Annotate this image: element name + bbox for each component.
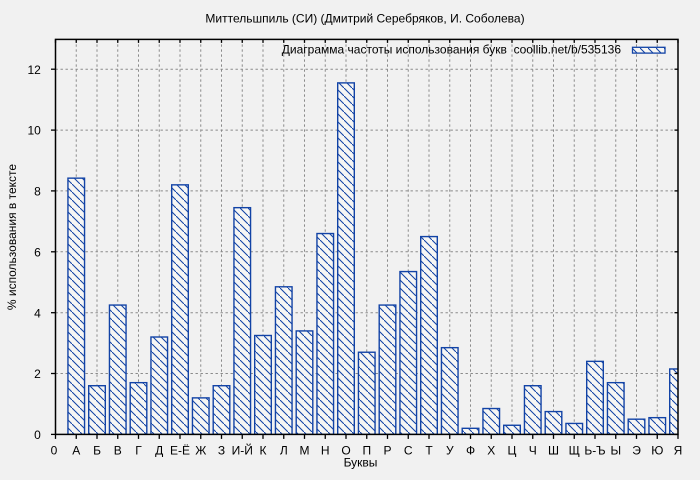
svg-text:Б: Б [93, 444, 101, 458]
svg-text:П: П [362, 444, 371, 458]
svg-text:Т: Т [425, 444, 433, 458]
svg-text:Ч: Ч [529, 444, 537, 458]
svg-text:И-Й: И-Й [232, 443, 253, 458]
svg-text:Ж: Ж [195, 444, 206, 458]
svg-text:Буквы: Буквы [344, 456, 378, 470]
svg-text:Х: Х [487, 444, 495, 458]
svg-text:Я: Я [674, 444, 683, 458]
svg-text:Ь-Ъ: Ь-Ъ [584, 444, 605, 458]
svg-text:Р: Р [383, 444, 391, 458]
svg-text:В: В [114, 444, 122, 458]
svg-text:Л: Л [280, 444, 288, 458]
svg-text:10: 10 [27, 124, 41, 138]
svg-text:Ю: Ю [651, 444, 663, 458]
svg-text:Н: Н [321, 444, 330, 458]
svg-text:0: 0 [34, 428, 41, 442]
svg-text:8: 8 [34, 185, 41, 199]
svg-text:% использования в тексте: % использования в тексте [5, 164, 19, 310]
svg-text:У: У [446, 444, 454, 458]
svg-text:12: 12 [27, 63, 41, 77]
svg-text:Ф: Ф [466, 444, 475, 458]
svg-text:М: М [300, 444, 310, 458]
svg-text:Диаграмма частоты использовани: Диаграмма частоты использования букв coo… [282, 43, 622, 57]
svg-text:4: 4 [34, 306, 41, 320]
svg-text:2: 2 [34, 367, 41, 381]
svg-text:З: З [218, 444, 225, 458]
svg-text:А: А [72, 444, 80, 458]
svg-text:С: С [404, 444, 413, 458]
svg-text:0: 0 [51, 444, 58, 458]
svg-text:Щ: Щ [569, 444, 580, 458]
svg-text:Ы: Ы [610, 444, 621, 458]
svg-text:Ш: Ш [548, 444, 559, 458]
svg-text:Г: Г [135, 444, 142, 458]
svg-text:Э: Э [632, 444, 641, 458]
svg-text:Миттельшпиль (СИ) (Дмитрий Сер: Миттельшпиль (СИ) (Дмитрий Серебряков, И… [205, 11, 524, 25]
svg-text:Д: Д [155, 444, 163, 458]
svg-text:К: К [260, 444, 267, 458]
svg-text:6: 6 [34, 245, 41, 259]
svg-text:О: О [341, 444, 350, 458]
svg-text:Е-Ё: Е-Ё [170, 444, 190, 458]
svg-text:Ц: Ц [508, 444, 517, 458]
